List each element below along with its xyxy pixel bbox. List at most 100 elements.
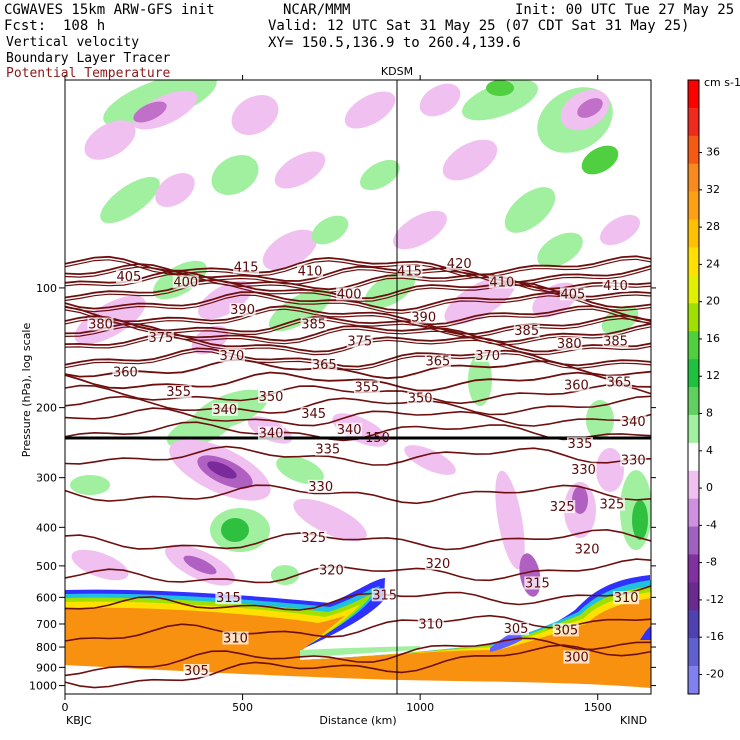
isentrope-label-bg <box>424 556 451 570</box>
colorbar-swatch <box>688 526 699 555</box>
colorbar-swatch <box>688 107 699 137</box>
isentrope-label-bg <box>417 617 444 631</box>
isentrope-label-bg <box>606 375 633 389</box>
colorbar-label: 4 <box>706 444 713 457</box>
isentrope-label: 375 <box>148 331 173 346</box>
ww-blob <box>71 549 129 581</box>
ww-blob <box>572 486 588 514</box>
isentrope-label: 305 <box>504 622 529 637</box>
colorbar-swatch <box>688 498 699 527</box>
isentrope-label-bg <box>446 256 473 270</box>
colorbar-swatch <box>688 554 699 583</box>
isentrope-labels: 405 400 415 410 400 415 420 410 405 410 380 390 375 3… <box>87 256 647 679</box>
isentrope-label: 385 <box>514 324 539 339</box>
ww-blob <box>84 120 136 160</box>
isentrope-label-bg <box>353 380 380 394</box>
isentrope-330 <box>65 484 651 505</box>
isentrope-label: 315 <box>216 591 241 606</box>
isentrope-label-bg <box>602 334 629 348</box>
isentrope-label: 360 <box>113 365 138 380</box>
isentrope-label-bg <box>318 563 345 577</box>
isentrope-label: 305 <box>553 623 578 638</box>
isentrope-label: 330 <box>571 463 596 478</box>
isentrope-label-bg <box>602 278 629 292</box>
colorbar-swatch <box>688 582 699 611</box>
isentrope-label: 385 <box>603 335 628 350</box>
colorbar-swatch <box>688 135 699 165</box>
x-axis: 0 500 1000 1500 <box>62 75 612 714</box>
isentrope-label: 365 <box>607 376 632 391</box>
colorbar-units: cm s-1 <box>704 76 740 89</box>
isentrope-label: 325 <box>301 531 326 546</box>
isentrope-label-bg <box>215 591 242 605</box>
isentrope-label: 365 <box>425 355 450 370</box>
isentrope-label-bg <box>311 357 338 371</box>
forecast-hour: Fcst: 108 h <box>4 18 106 34</box>
colorbar-label: 32 <box>706 183 720 196</box>
isentrope-325 <box>65 528 651 551</box>
colorbar-swatch <box>688 414 699 444</box>
thick-line-label: 150 <box>365 431 390 446</box>
isentrope-label: 345 <box>301 407 326 422</box>
colorbar-label: 28 <box>706 220 720 233</box>
ww-blob <box>600 214 640 246</box>
isentrope-label: 315 <box>372 588 397 603</box>
isentrope-label-bg <box>297 264 324 278</box>
ww-blob <box>221 518 249 542</box>
isentrope-label: 405 <box>560 287 585 302</box>
ww-blob <box>581 145 619 175</box>
x-tick-label: 500 <box>232 701 253 714</box>
isentrope-label-bg <box>183 664 210 678</box>
plot-frame <box>64 79 652 695</box>
isentrope-label: 415 <box>397 265 422 280</box>
isentrope-label-bg <box>147 330 174 344</box>
colorbar-label: 20 <box>706 295 720 308</box>
isentrope-label-bg <box>222 631 249 645</box>
colorbar-swatch <box>688 191 699 220</box>
isentrope-label-bg <box>613 591 640 605</box>
isentrope-315 <box>65 585 651 611</box>
isentrope-label: 380 <box>557 337 582 352</box>
y-tick-label: 400 <box>36 521 57 534</box>
ww-blob <box>231 95 279 135</box>
isentrope-label: 335 <box>315 443 340 458</box>
ww-blob <box>100 176 160 224</box>
isentrope-360 <box>65 371 651 392</box>
colorbar: 36 32 28 24 20 16 12 8 4 0 -4 -8 -12 -16 -20 <box>687 79 724 695</box>
isentrope-label-bg <box>563 378 590 392</box>
isentrope-label: 355 <box>354 380 379 395</box>
isentrope-410-aux <box>65 273 651 293</box>
isentrope-label: 310 <box>418 617 443 632</box>
isentrope-370-aux <box>65 350 651 371</box>
isentrope-label: 300 <box>564 651 589 666</box>
y-axis: 100 200 300 400 500 600 700 800 900 1000 <box>29 282 656 693</box>
isentrope-label: 330 <box>621 454 646 469</box>
ww-blob <box>274 151 326 189</box>
isentrope-label-bg <box>233 260 260 274</box>
colorbar-swatch <box>688 359 699 388</box>
isentrope-label-bg <box>620 453 647 467</box>
ww-blob <box>486 80 514 96</box>
isentrope-label-bg <box>172 275 199 289</box>
ww-blob <box>344 91 396 129</box>
isentrope-label-bg <box>336 287 363 301</box>
ww-blob <box>183 555 217 575</box>
isentrope-label: 320 <box>425 557 450 572</box>
ww-blob <box>360 159 400 191</box>
x-axis-label: Distance (km) <box>319 714 396 727</box>
isentrope-label-bg <box>211 402 238 416</box>
isentrope-label-bg <box>336 422 363 436</box>
colorbar-label: -8 <box>706 556 717 569</box>
isentrope-label-bg <box>300 317 327 331</box>
colorbar-swatch <box>688 387 699 416</box>
colorbar-swatch <box>688 610 699 639</box>
isentrope-label: 400 <box>337 287 362 302</box>
org-label: NCAR/MMM <box>283 2 351 18</box>
colorbar-label: 0 <box>706 481 713 494</box>
isentrope-label-bg <box>396 264 423 278</box>
plot-area: 405 400 415 410 400 415 420 410 405 410 380 390 375 3… <box>65 80 651 694</box>
station-label-right: KIND <box>620 714 647 727</box>
isentrope-390 <box>65 305 651 326</box>
isentrope-label-bg <box>407 391 434 405</box>
